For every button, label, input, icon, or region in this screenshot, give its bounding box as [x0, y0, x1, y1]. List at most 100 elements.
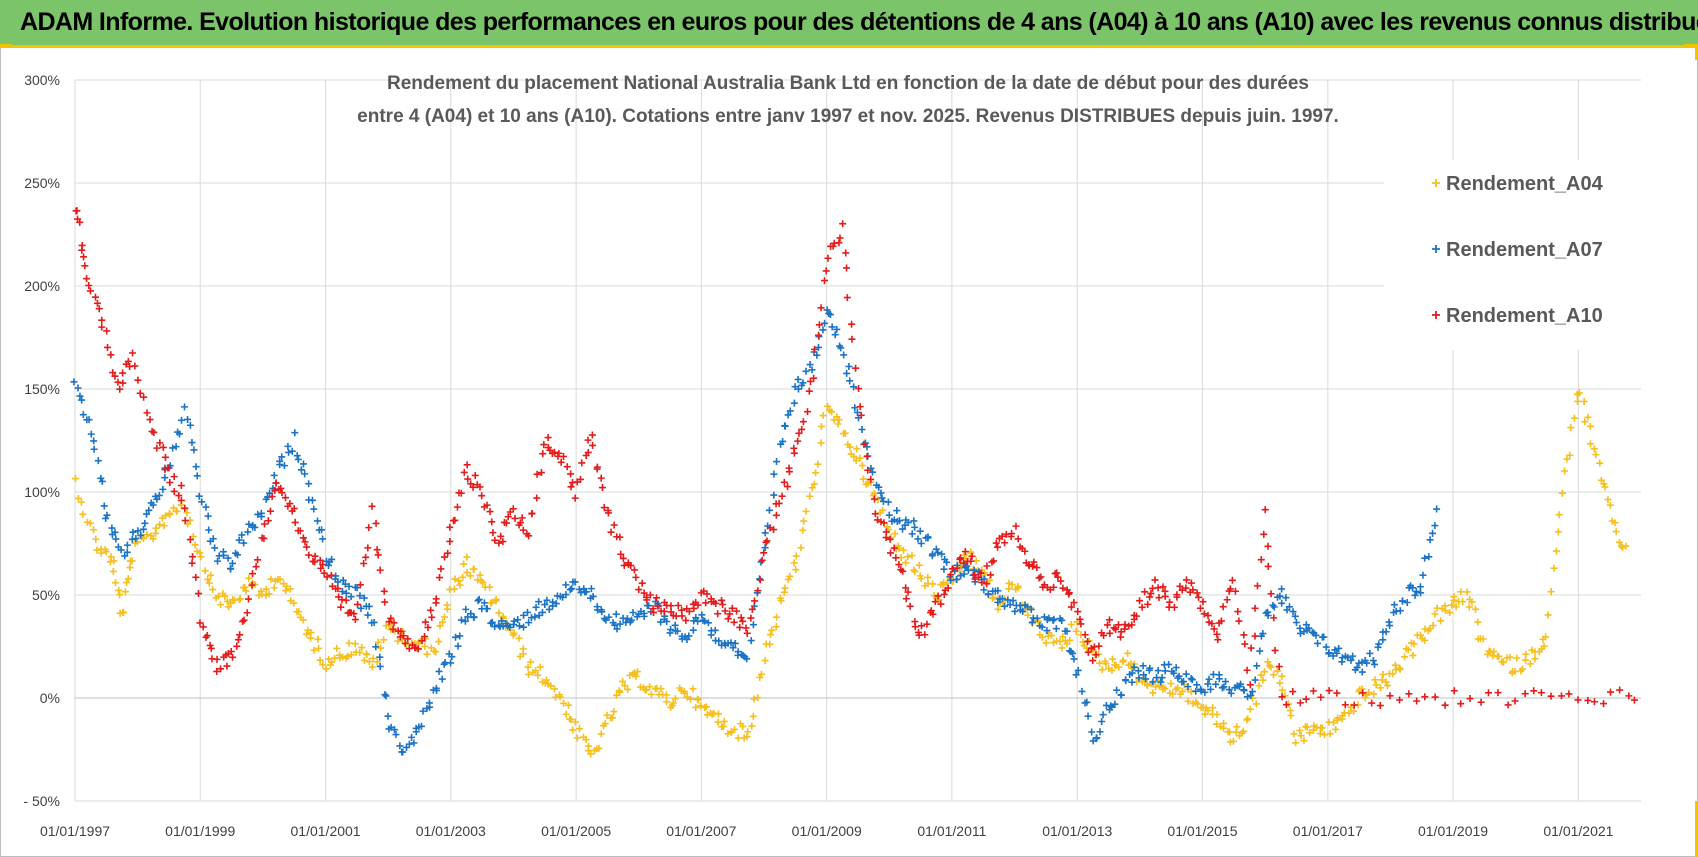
data-point: [1067, 603, 1075, 611]
data-point: [1246, 705, 1254, 713]
data-point: [911, 623, 919, 631]
data-point: [276, 575, 284, 583]
data-point: [1107, 702, 1115, 710]
x-tick-label: 01/01/2003: [416, 823, 486, 839]
data-point: [337, 603, 345, 611]
data-point: [1114, 621, 1122, 629]
data-point: [1335, 644, 1343, 652]
data-point: [475, 595, 483, 603]
data-point: [937, 600, 945, 608]
data-point: [1607, 688, 1614, 696]
data-point: [438, 675, 446, 683]
data-point: [856, 454, 864, 462]
series-Rendement_A07: [70, 306, 1441, 756]
data-point: [1333, 689, 1341, 697]
data-point: [1421, 636, 1429, 644]
data-point: [283, 582, 291, 590]
data-point: [1561, 467, 1569, 475]
data-point: [1154, 584, 1162, 592]
data-point: [961, 548, 969, 556]
data-point: [1366, 649, 1374, 657]
chart-title-line: Rendement du placement National Australi…: [387, 73, 1309, 94]
data-point: [765, 506, 773, 514]
data-point: [562, 710, 570, 718]
data-point: [316, 556, 324, 564]
data-point: [1011, 607, 1019, 615]
data-point: [1547, 588, 1555, 596]
data-point: [657, 618, 665, 626]
data-point: [1274, 667, 1282, 675]
data-point: [460, 468, 468, 476]
data-point: [902, 595, 910, 603]
data-point: [73, 207, 81, 215]
data-point: [227, 565, 235, 573]
data-point: [628, 616, 636, 624]
data-point: [1070, 655, 1078, 663]
data-point: [108, 524, 116, 532]
data-point: [1147, 589, 1155, 597]
data-point: [1312, 631, 1320, 639]
data-point: [908, 552, 916, 560]
data-point: [71, 475, 79, 483]
data-marks: [70, 207, 1638, 758]
data-point: [155, 491, 163, 499]
data-point: [1144, 600, 1152, 608]
data-point: [1379, 636, 1387, 644]
data-point: [895, 561, 903, 569]
data-point: [491, 536, 499, 544]
data-point: [436, 622, 444, 630]
data-point: [924, 534, 932, 542]
data-point: [826, 311, 834, 319]
data-point: [692, 614, 700, 622]
data-point: [533, 494, 541, 502]
data-point: [515, 634, 523, 642]
data-point: [1219, 724, 1227, 732]
data-point: [1616, 686, 1624, 694]
data-point: [1565, 690, 1573, 698]
data-point: [234, 636, 242, 644]
data-point: [300, 460, 308, 468]
data-point: [249, 570, 257, 578]
data-point: [867, 475, 875, 483]
data-point: [1586, 440, 1594, 448]
legend-label: Rendement_A04: [1446, 173, 1604, 195]
data-point: [351, 640, 359, 648]
data-point: [1225, 686, 1233, 694]
data-point: [1021, 547, 1029, 555]
data-point: [111, 528, 119, 536]
data-point: [1278, 693, 1286, 701]
data-point: [984, 590, 992, 598]
data-point: [1076, 615, 1084, 623]
data-point: [852, 364, 860, 372]
data-point: [1303, 723, 1311, 731]
data-point: [817, 439, 825, 447]
data-point: [943, 558, 951, 566]
data-point: [931, 598, 939, 606]
data-point: [1182, 670, 1190, 678]
data-point: [1212, 720, 1220, 728]
data-point: [1419, 571, 1427, 579]
y-tick-label: 100%: [24, 484, 60, 500]
data-point: [1377, 684, 1384, 692]
data-point: [515, 622, 523, 630]
data-point: [1396, 665, 1404, 673]
data-point: [799, 526, 807, 534]
data-point: [1161, 592, 1169, 600]
data-point: [372, 643, 380, 651]
data-point: [611, 621, 619, 629]
data-point: [252, 563, 260, 571]
data-point: [1611, 519, 1619, 527]
data-point: [794, 375, 802, 383]
axes: 01/01/1997 01/01/1999 01/01/2001 01/01/2003…: [23, 72, 1613, 839]
data-point: [893, 507, 901, 515]
data-point: [557, 458, 565, 466]
data-point: [778, 492, 786, 500]
data-point: [1096, 728, 1104, 736]
data-point: [1053, 569, 1061, 577]
data-point: [172, 443, 180, 451]
data-point: [615, 687, 623, 695]
data-point: [1014, 584, 1022, 592]
data-point: [1317, 693, 1325, 701]
data-point: [812, 469, 820, 477]
data-point: [1326, 730, 1334, 738]
